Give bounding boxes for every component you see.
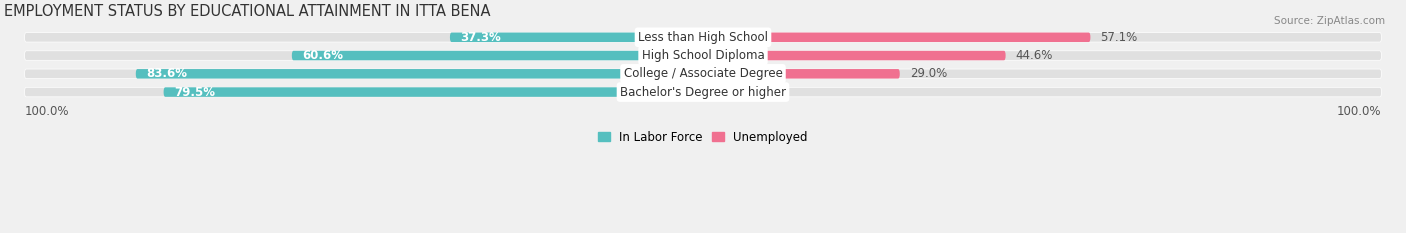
Text: 29.0%: 29.0% — [910, 67, 948, 80]
FancyBboxPatch shape — [703, 87, 706, 97]
Text: Source: ZipAtlas.com: Source: ZipAtlas.com — [1274, 16, 1385, 26]
FancyBboxPatch shape — [24, 69, 1382, 79]
FancyBboxPatch shape — [703, 51, 1005, 60]
FancyBboxPatch shape — [703, 69, 900, 79]
Text: 79.5%: 79.5% — [174, 86, 215, 99]
Text: 100.0%: 100.0% — [1337, 105, 1382, 118]
FancyBboxPatch shape — [24, 87, 1382, 97]
FancyBboxPatch shape — [292, 51, 703, 60]
Text: 37.3%: 37.3% — [460, 31, 501, 44]
Text: 44.6%: 44.6% — [1015, 49, 1053, 62]
Text: Less than High School: Less than High School — [638, 31, 768, 44]
Text: High School Diploma: High School Diploma — [641, 49, 765, 62]
Text: EMPLOYMENT STATUS BY EDUCATIONAL ATTAINMENT IN ITTA BENA: EMPLOYMENT STATUS BY EDUCATIONAL ATTAINM… — [4, 4, 491, 19]
FancyBboxPatch shape — [703, 33, 1091, 42]
FancyBboxPatch shape — [136, 69, 703, 79]
Text: 0.0%: 0.0% — [713, 86, 742, 99]
Text: Bachelor's Degree or higher: Bachelor's Degree or higher — [620, 86, 786, 99]
FancyBboxPatch shape — [24, 33, 1382, 42]
Text: 60.6%: 60.6% — [302, 49, 343, 62]
Text: 100.0%: 100.0% — [24, 105, 69, 118]
FancyBboxPatch shape — [24, 51, 1382, 60]
Text: College / Associate Degree: College / Associate Degree — [624, 67, 782, 80]
FancyBboxPatch shape — [163, 87, 703, 97]
FancyBboxPatch shape — [450, 33, 703, 42]
Legend: In Labor Force, Unemployed: In Labor Force, Unemployed — [593, 126, 813, 149]
Text: 57.1%: 57.1% — [1101, 31, 1137, 44]
Text: 83.6%: 83.6% — [146, 67, 187, 80]
